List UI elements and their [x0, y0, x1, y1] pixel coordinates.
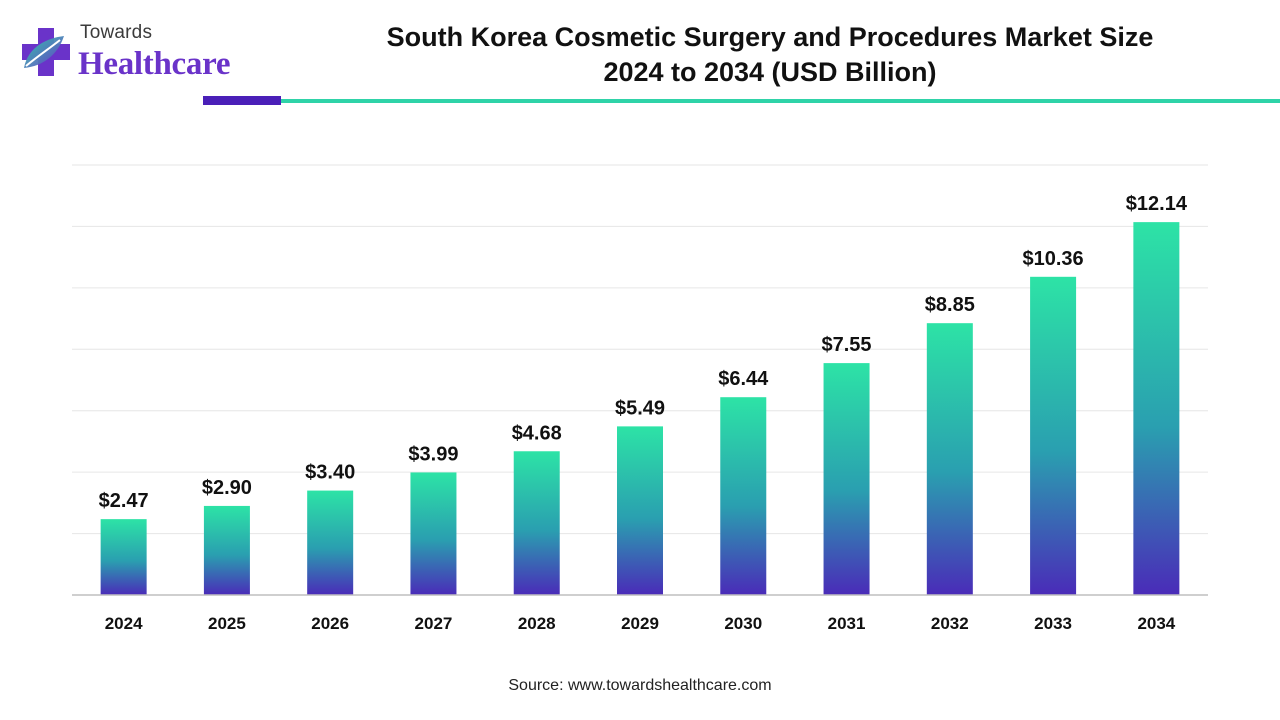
value-label-2030: $6.44: [718, 368, 769, 390]
source-note: Source: www.towardshealthcare.com: [508, 677, 772, 694]
x-tick-label-2027: 2027: [415, 614, 453, 633]
value-label-2033: $10.36: [1023, 248, 1084, 270]
title-underline-accent: [203, 96, 281, 105]
title-line-1: South Korea Cosmetic Surgery and Procedu…: [386, 22, 1154, 52]
value-labels: $2.47 $2.90 $3.40 $3.99 $4.68 $5.49 $6.44 $7.55…: [99, 193, 1188, 512]
logo-text-towards: Towards: [80, 22, 153, 43]
bar-2034: [1133, 222, 1180, 595]
x-tick-label-2032: 2032: [931, 614, 969, 633]
x-tick-label-2034: 2034: [1137, 614, 1175, 633]
value-label-2025: $2.90: [202, 477, 252, 499]
bar-2031: [823, 363, 870, 595]
value-label-2024: $2.47: [99, 490, 149, 512]
value-label-2027: $3.99: [408, 443, 458, 465]
x-tick-label-2029: 2029: [621, 614, 659, 633]
x-tick-label-2030: 2030: [724, 614, 762, 633]
value-label-2028: $4.68: [512, 422, 562, 444]
x-tick-label-2024: 2024: [105, 614, 143, 633]
x-tick-label-2025: 2025: [208, 614, 246, 633]
x-tick-label-2033: 2033: [1034, 614, 1072, 633]
bar-2025: [203, 505, 250, 595]
x-tick-label-2026: 2026: [311, 614, 349, 633]
bar-2033: [1030, 276, 1077, 595]
x-tick-labels: 2024 2025 2026 2027 2028 2029 2030 2031 2032 2033…: [105, 614, 1176, 633]
value-label-2032: $8.85: [925, 294, 975, 316]
value-label-2034: $12.14: [1126, 193, 1188, 215]
bar-2030: [720, 397, 767, 595]
logo-text-healthcare: Healthcare: [78, 46, 231, 82]
bar-2027: [410, 472, 457, 595]
x-tick-label-2031: 2031: [828, 614, 866, 633]
bar-2029: [617, 426, 663, 595]
bar-2024: [100, 519, 147, 595]
title-line-2: 2024 to 2034 (USD Billion): [603, 57, 937, 87]
value-label-2026: $3.40: [305, 462, 355, 484]
gridlines: [72, 164, 1208, 535]
medical-cross-leaf-icon: [22, 28, 70, 76]
bar-2032: [926, 323, 973, 595]
page-title: South Korea Cosmetic Surgery and Procedu…: [300, 20, 1240, 90]
bar-2028: [513, 451, 560, 595]
brand-logo: Towards Healthcare: [18, 18, 248, 88]
value-label-2031: $7.55: [822, 334, 872, 356]
title-underline-rule: [281, 99, 1280, 103]
bar-2026: [307, 490, 354, 595]
value-label-2029: $5.49: [615, 397, 665, 419]
x-tick-label-2028: 2028: [518, 614, 556, 633]
bars: [100, 222, 1180, 595]
